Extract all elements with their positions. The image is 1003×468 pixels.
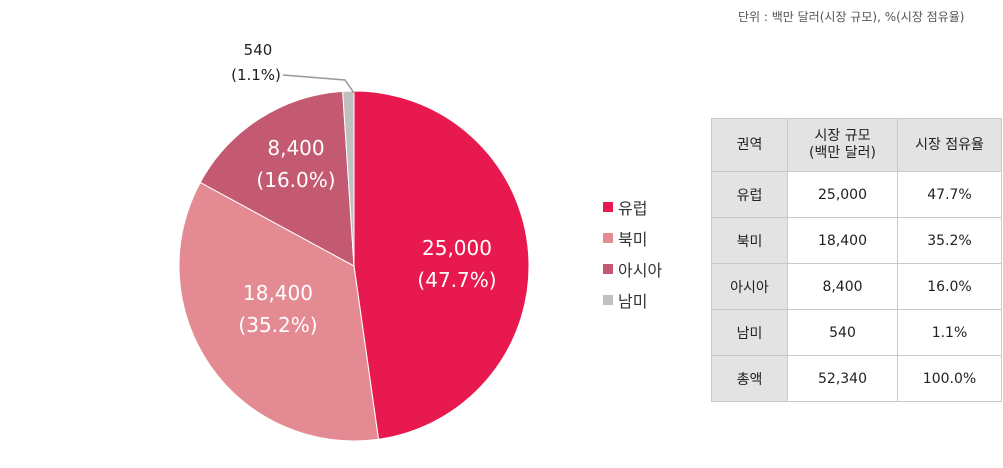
legend-swatch-europe xyxy=(603,201,613,212)
slice-percent-label-south-america: (1.1%) xyxy=(231,66,281,84)
cell-market-share: 1.1% xyxy=(897,309,1002,356)
cell-market-share: 47.7% xyxy=(897,171,1002,218)
slice-value-label-europe: 25,000 xyxy=(422,236,492,260)
legend-label-south-america: 남미 xyxy=(618,291,648,311)
legend-item-europe: 유럽 xyxy=(603,191,662,222)
slice-percent-label-europe: (47.7%) xyxy=(417,268,496,292)
slice-percent-label-north-america: (35.2%) xyxy=(238,313,317,337)
slice-value-label-north-america: 18,400 xyxy=(243,281,313,305)
cell-region: 총액 xyxy=(711,355,788,402)
pie-slice-europe xyxy=(353,90,530,440)
cell-region: 남미 xyxy=(711,309,788,356)
table-row: 유럽 25,000 47.7% xyxy=(711,171,1002,218)
market-table: 권역 시장 규모 (백만 달러) 시장 점유율 유럽 25,000 47.7% … xyxy=(711,118,1002,402)
cell-market-size: 18,400 xyxy=(787,217,898,264)
cell-market-share: 100.0% xyxy=(897,355,1002,402)
legend-label-europe: 유럽 xyxy=(618,198,648,218)
legend-swatch-asia xyxy=(603,263,613,274)
legend-label-asia: 아시아 xyxy=(618,260,663,280)
cell-market-share: 35.2% xyxy=(897,217,1002,264)
table-row-total: 총액 52,340 100.0% xyxy=(711,355,1002,402)
legend-label-north-america: 북미 xyxy=(618,229,648,249)
legend-swatch-south-america xyxy=(603,294,613,305)
legend-item-north-america: 북미 xyxy=(603,222,662,253)
cell-market-size: 25,000 xyxy=(787,171,898,218)
legend-swatch-north-america xyxy=(603,232,613,243)
legend-item-asia: 아시아 xyxy=(603,253,662,284)
slice-percent-label-asia: (16.0%) xyxy=(256,168,335,192)
cell-market-size: 540 xyxy=(787,309,898,356)
header-region: 권역 xyxy=(711,118,788,172)
cell-market-share: 16.0% xyxy=(897,263,1002,310)
pie-slice-north-america xyxy=(178,181,380,442)
legend-item-south-america: 남미 xyxy=(603,284,662,315)
pie-chart: 25,000 (47.7%) 18,400 (35.2%) 8,400 (16.0%) 54… xyxy=(178,41,530,442)
header-market-size: 시장 규모 (백만 달러) xyxy=(787,118,898,172)
table-row: 아시아 8,400 16.0% xyxy=(711,263,1002,310)
table-header-row: 권역 시장 규모 (백만 달러) 시장 점유율 xyxy=(711,118,1002,172)
slice-value-label-south-america: 540 xyxy=(244,41,273,59)
callout-line-south-america xyxy=(282,74,355,94)
pie-slice-asia xyxy=(199,90,355,267)
pie-slice-south-america xyxy=(342,90,355,267)
cell-market-size: 52,340 xyxy=(787,355,898,402)
cell-market-size: 8,400 xyxy=(787,263,898,310)
table-row: 북미 18,400 35.2% xyxy=(711,217,1002,264)
cell-region: 유럽 xyxy=(711,171,788,218)
header-market-share: 시장 점유율 xyxy=(897,118,1002,172)
cell-region: 북미 xyxy=(711,217,788,264)
cell-region: 아시아 xyxy=(711,263,788,310)
unit-note: 단위 : 백만 달러(시장 규모), %(시장 점유율) xyxy=(738,10,965,24)
legend: 유럽 북미 아시아 남미 xyxy=(603,191,662,315)
table-row: 남미 540 1.1% xyxy=(711,309,1002,356)
slice-value-label-asia: 8,400 xyxy=(267,136,324,160)
